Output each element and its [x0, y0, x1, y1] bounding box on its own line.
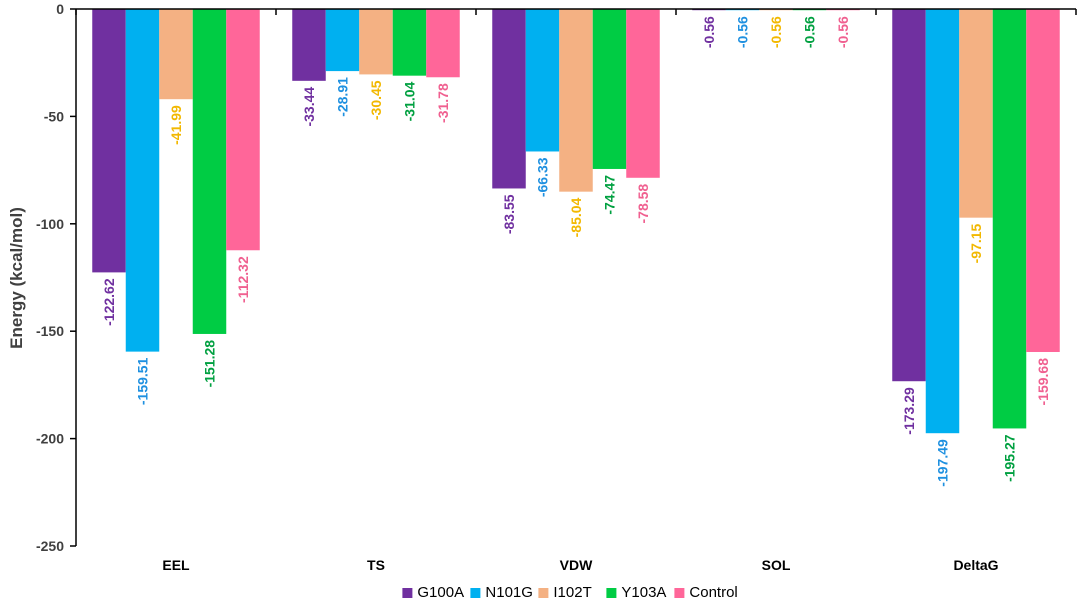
- data-label-g100a: -122.62: [101, 278, 117, 326]
- data-label-i102t: -85.04: [568, 197, 584, 237]
- legend-label-g100a: G100A: [417, 584, 464, 601]
- data-label-i102t: -30.45: [368, 80, 384, 120]
- data-label-g100a: -173.29: [901, 387, 917, 435]
- y-tick-label: -100: [36, 216, 64, 232]
- bar-y103a: [392, 9, 427, 76]
- bar-n101g: [325, 9, 360, 72]
- bar-g100a: [892, 9, 926, 382]
- data-label-control: -112.32: [235, 256, 251, 303]
- bar-n101g: [925, 9, 960, 434]
- category-label: VDW: [560, 557, 593, 573]
- data-label-control: -31.78: [435, 83, 451, 123]
- y-axis-title: Energy (kcal/mol): [7, 207, 26, 349]
- bar-i102t: [959, 9, 993, 218]
- data-label-g100a: -0.56: [701, 16, 717, 48]
- category-label: DeltaG: [953, 557, 998, 573]
- bar-g100a: [92, 9, 126, 273]
- data-label-y103a: -0.56: [802, 16, 818, 48]
- data-label-control: -78.58: [635, 184, 651, 224]
- data-label-n101g: -159.51: [135, 357, 151, 405]
- data-label-y103a: -31.04: [402, 81, 418, 121]
- data-label-control: -159.68: [1035, 358, 1051, 406]
- bar-i102t: [559, 9, 593, 192]
- bar-control: [1026, 9, 1060, 352]
- data-label-control: -0.56: [835, 16, 851, 48]
- bar-n101g: [125, 9, 160, 352]
- bar-i102t: [359, 9, 393, 75]
- legend-label-control: Control: [689, 584, 737, 601]
- data-label-i102t: -0.56: [768, 16, 784, 48]
- data-label-n101g: -66.33: [535, 157, 551, 197]
- data-label-g100a: -83.55: [501, 194, 517, 234]
- bar-i102t: [159, 9, 193, 100]
- data-label-y103a: -151.28: [202, 340, 218, 388]
- legend: G100A N101G I102T Y103A Control: [402, 584, 738, 601]
- y-tick-label: -250: [36, 538, 64, 554]
- data-label-n101g: -28.91: [335, 77, 351, 117]
- legend-swatch-i102t: [538, 588, 549, 598]
- data-label-n101g: -197.49: [935, 439, 951, 487]
- bar-control: [626, 9, 660, 178]
- bar-y103a: [192, 9, 227, 334]
- legend-swatch-y103a: [606, 588, 617, 598]
- bar-g100a: [292, 9, 326, 81]
- category-label: SOL: [762, 557, 791, 573]
- legend-label-y103a: Y103A: [621, 584, 666, 601]
- bar-g100a: [492, 9, 526, 189]
- data-label-n101g: -0.56: [735, 16, 751, 48]
- bar-n101g: [525, 9, 560, 152]
- data-label-i102t: -97.15: [968, 223, 984, 263]
- data-label-y103a: -74.47: [602, 175, 618, 215]
- data-label-y103a: -195.27: [1002, 434, 1018, 482]
- data-label-g100a: -33.44: [301, 87, 317, 127]
- bar-y103a: [992, 9, 1027, 429]
- y-tick-label: -150: [36, 323, 64, 339]
- bar-control: [426, 9, 460, 78]
- y-tick-label: -200: [36, 431, 64, 447]
- category-label: EEL: [162, 557, 190, 573]
- y-tick-label: -50: [44, 108, 64, 124]
- legend-label-n101g: N101G: [485, 584, 533, 601]
- legend-swatch-n101g: [470, 588, 481, 598]
- category-label: TS: [367, 557, 385, 573]
- bar-control: [226, 9, 260, 251]
- bar-y103a: [592, 9, 627, 169]
- legend-swatch-control: [674, 588, 685, 598]
- legend-label-i102t: I102T: [553, 584, 591, 601]
- y-tick-label: 0: [56, 1, 64, 17]
- data-label-i102t: -41.99: [168, 105, 184, 145]
- legend-swatch-g100a: [402, 588, 413, 598]
